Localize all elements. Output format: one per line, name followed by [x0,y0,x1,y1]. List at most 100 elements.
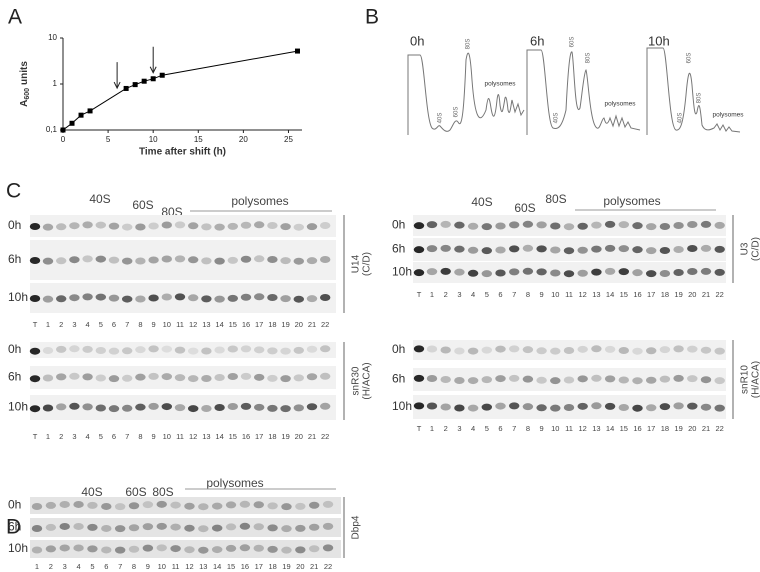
blot-band [280,257,291,265]
peak-label: 60S [570,37,576,48]
blot-band [31,524,43,532]
lane-label: 15 [229,320,237,329]
lane-label: 16 [242,320,250,329]
blot-band [309,545,320,553]
blot-band [495,402,506,410]
blot-band [481,403,492,411]
blot-band [253,501,264,509]
blot-band [293,346,304,354]
lane-label: 7 [125,320,129,329]
blot-band [509,221,520,229]
row-label: 6h [392,372,405,386]
blot-band [254,293,265,301]
blot-band [69,345,80,353]
blot-strip [413,215,726,236]
blot-band [522,220,534,228]
blot-band [481,346,492,354]
blot-band [673,221,684,229]
blot-band [646,270,657,278]
x-tick-label: 0 [61,135,66,144]
blot-band [108,222,120,230]
lane-label: 12 [579,290,587,299]
lane-label: 22 [321,320,329,329]
lane-label: 7 [118,562,122,571]
lane-label: 3 [457,290,461,299]
blot-band [201,223,212,231]
blot-band [69,402,80,410]
blot-band [227,294,238,302]
data-point [141,78,147,84]
blot-band [161,255,172,263]
data-point [123,85,129,91]
fraction-label: 60S [514,201,535,215]
row-label: 10h [8,541,28,555]
blot-band [267,524,278,532]
lane-label: 21 [702,290,710,299]
blot-band [440,267,451,275]
blot-band [184,546,195,554]
blot-band [122,257,133,265]
lane-label: 16 [633,424,641,433]
blot-band [87,545,98,553]
blot-band [227,372,238,380]
blot-band [267,221,278,229]
blot-band [135,257,146,265]
arrow [149,46,157,74]
blot-band [214,404,225,412]
blot-band [87,523,98,531]
blot-band [156,500,167,508]
blot-band [148,256,159,264]
profile-trace [407,52,525,135]
lane-label: 17 [255,320,263,329]
blot-band [267,255,278,263]
lane-label: 10 [551,424,559,433]
blot-band [95,293,107,301]
blot-band [108,405,120,413]
blot-band [495,375,506,383]
blot-band [293,404,304,412]
blot-band [73,522,84,530]
row-label: 6h [392,242,405,256]
blot-band [42,374,54,382]
blot-band [322,544,334,552]
blot-band [281,546,292,554]
blot-band [267,404,278,412]
blot-band [239,500,251,508]
blot-band [188,375,199,383]
lane-label: 2 [444,424,448,433]
blot-class: (C/D) [362,252,373,276]
blot-band [142,523,154,531]
blot-band [45,501,57,509]
data-point [294,48,300,54]
blot-band [550,377,561,385]
row-label: 6h [8,520,21,534]
lane-label: 5 [485,424,489,433]
blot-band [604,220,616,228]
lane-label: 2 [59,320,63,329]
blot-band [148,222,159,230]
blot-band [714,377,725,385]
blot-name: snR10 [740,365,751,394]
blot-band [135,403,146,411]
fraction-label: 60S [132,198,153,212]
lane-label: 22 [324,562,332,571]
blot-band [69,372,80,380]
lane-label: 14 [215,320,223,329]
blot-band [156,522,167,530]
blot-band [467,404,479,412]
blot-band [309,501,320,509]
blot-band [426,221,438,229]
lane-label: 11 [176,320,184,329]
blot-band [188,222,199,230]
blot-band [577,402,588,410]
blot-band [295,546,306,554]
lane-label: 18 [268,320,276,329]
y-axis-label-part: A [19,100,30,107]
blot-band [659,247,671,255]
blot-band [413,345,425,353]
blot-band [467,347,479,355]
blot-band [214,346,225,354]
blot-band [440,346,451,354]
y-axis-label-sub: 600 [24,88,31,100]
